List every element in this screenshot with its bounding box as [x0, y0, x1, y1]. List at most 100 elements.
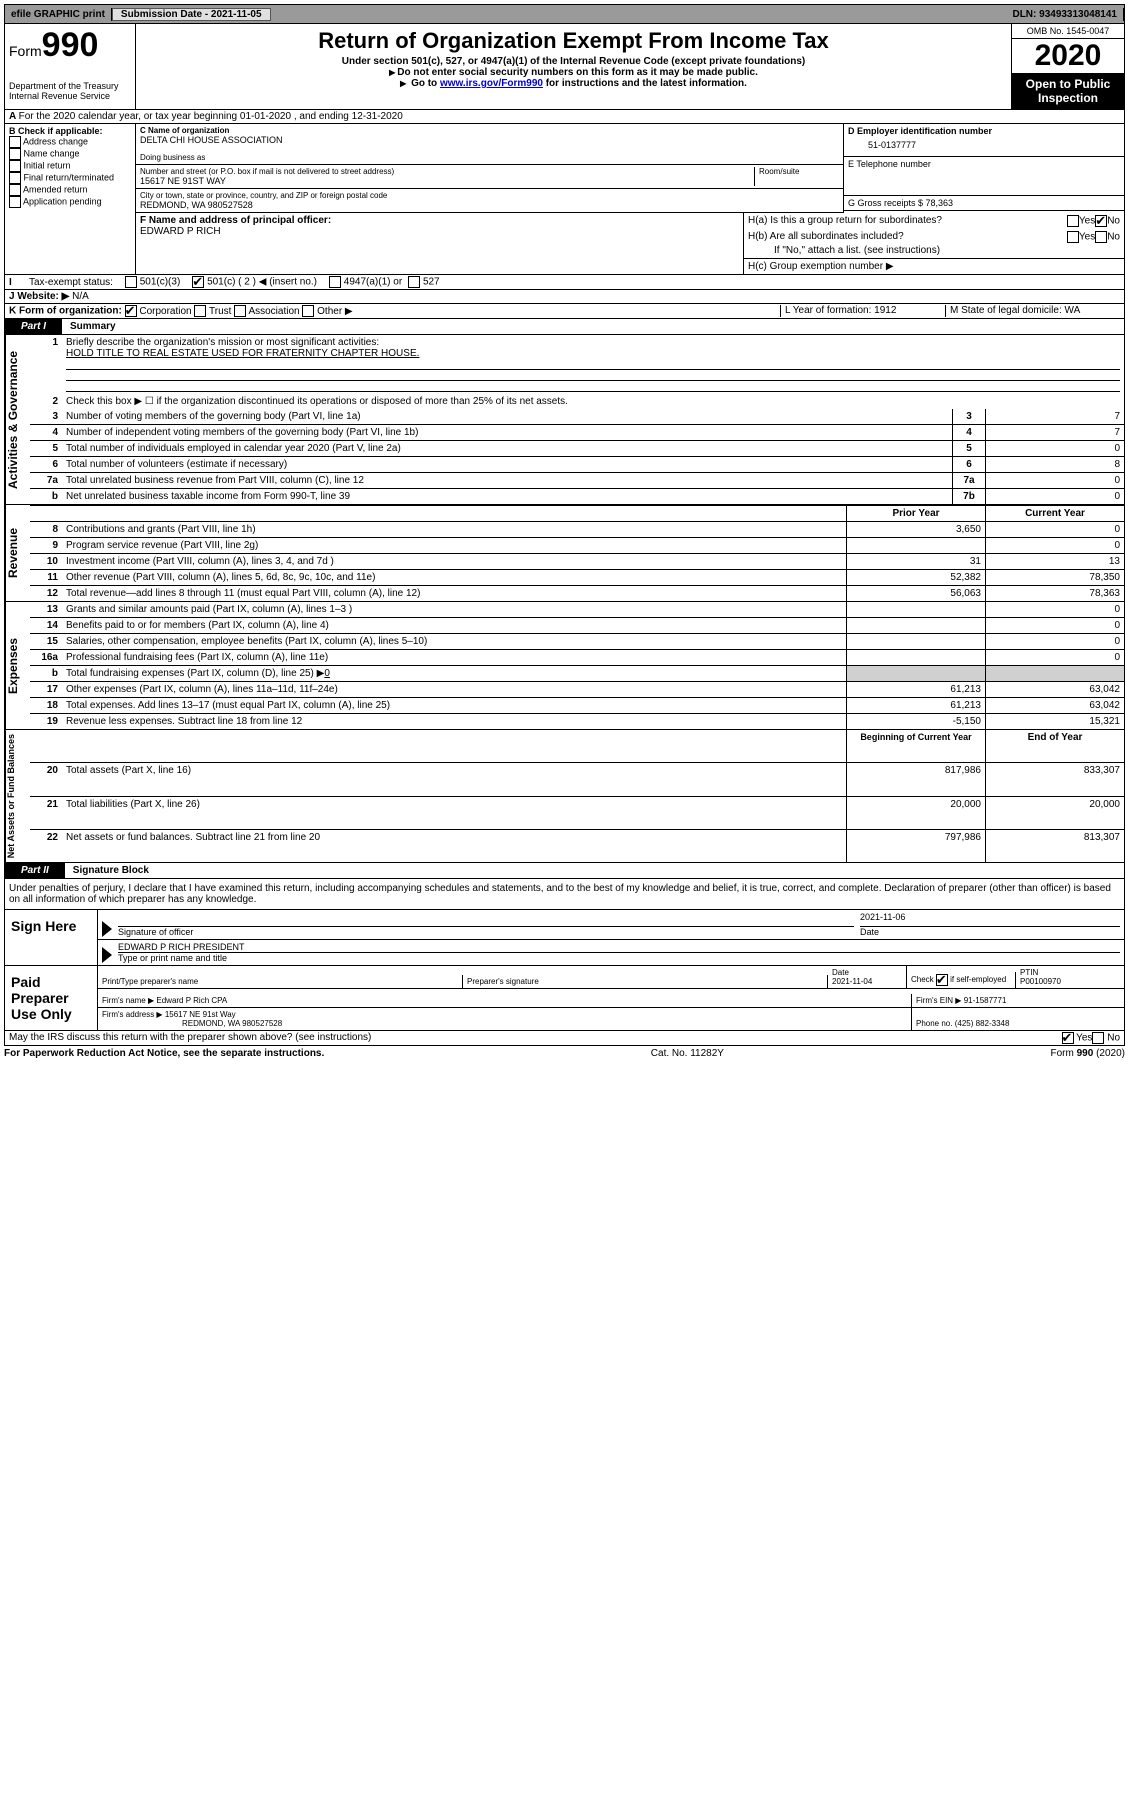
l-year: L Year of formation: 1912: [780, 305, 945, 317]
c12: 78,363: [986, 586, 1125, 602]
g-receipts: G Gross receipts $ 78,363: [844, 196, 1124, 211]
l3-text: Number of voting members of the governin…: [62, 409, 953, 425]
sign-here-label: Sign Here: [5, 910, 98, 965]
fundraising-total: 0: [324, 668, 330, 679]
l19: Revenue less expenses. Subtract line 18 …: [62, 714, 847, 730]
chk-final[interactable]: Final return/terminated: [9, 172, 131, 184]
ptin-val: P00100970: [1020, 977, 1120, 986]
pt-date: 2021-11-04: [832, 977, 902, 986]
row-a: A For the 2020 calendar year, or tax yea…: [4, 110, 1125, 124]
goto-post: for instructions and the latest informat…: [543, 78, 747, 89]
end-year-head: End of Year: [986, 730, 1125, 763]
chk-other[interactable]: Other ▶: [302, 306, 352, 317]
firm-addr1: 15617 NE 91st Way: [165, 1010, 236, 1019]
v7b: 0: [986, 489, 1125, 505]
chk-address[interactable]: Address change: [9, 136, 131, 148]
l21: Total liabilities (Part X, line 26): [62, 796, 847, 830]
p19: -5,150: [847, 714, 986, 730]
bcd-grid: B Check if applicable: Address change Na…: [4, 124, 1125, 213]
irs-link[interactable]: www.irs.gov/Form990: [440, 78, 543, 89]
p8: 3,650: [847, 522, 986, 538]
discuss-no[interactable]: No: [1092, 1032, 1120, 1044]
ha-yes[interactable]: Yes: [1067, 215, 1095, 227]
chk-501c3[interactable]: 501(c)(3): [125, 276, 180, 288]
side-activities: Activities & Governance: [5, 335, 30, 504]
dept-treasury: Department of the Treasury Internal Reve…: [9, 81, 131, 101]
beg-year-head: Beginning of Current Year: [847, 730, 986, 763]
declaration: Under penalties of perjury, I declare th…: [4, 879, 1125, 910]
chk-initial[interactable]: Initial return: [9, 160, 131, 172]
chk-527[interactable]: 527: [408, 276, 439, 288]
row-j: J Website: ▶ N/A: [4, 290, 1125, 304]
c8: 0: [986, 522, 1125, 538]
activities-section: Activities & Governance 1 Briefly descri…: [4, 335, 1125, 505]
ptin-label: PTIN: [1020, 968, 1120, 977]
firm-addr2: REDMOND, WA 980527528: [182, 1019, 282, 1028]
form-header: Form990 Department of the Treasury Inter…: [4, 24, 1125, 110]
row-klm: K Form of organization: Corporation Trus…: [4, 304, 1125, 319]
e20: 833,307: [986, 763, 1125, 797]
l20: Total assets (Part X, line 16): [62, 763, 847, 797]
l16b: Total fundraising expenses (Part IX, col…: [62, 666, 847, 682]
l8: Contributions and grants (Part VIII, lin…: [62, 522, 847, 538]
l5-text: Total number of individuals employed in …: [62, 441, 953, 457]
v3: 7: [986, 409, 1125, 425]
discuss-yes[interactable]: Yes: [1062, 1032, 1093, 1044]
sig-arrow-icon: [102, 921, 112, 937]
m-state: M State of legal domicile: WA: [945, 305, 1120, 317]
submission-date[interactable]: Submission Date - 2021-11-05: [112, 8, 271, 21]
hb-no[interactable]: No: [1095, 231, 1120, 243]
chk-4947[interactable]: 4947(a)(1) or: [329, 276, 402, 288]
discuss-text: May the IRS discuss this return with the…: [9, 1032, 1062, 1044]
pt-sig-label: Preparer's signature: [463, 975, 828, 988]
hb-note: If "No," attach a list. (see instruction…: [744, 245, 1124, 258]
page-footer: For Paperwork Reduction Act Notice, see …: [4, 1046, 1125, 1061]
chk-pending[interactable]: Application pending: [9, 196, 131, 208]
sig-officer-label: Signature of officer: [118, 927, 854, 937]
org-name: DELTA CHI HOUSE ASSOCIATION: [140, 135, 839, 145]
row-a-text: For the 2020 calendar year, or tax year …: [19, 111, 403, 122]
l14: Benefits paid to or for members (Part IX…: [62, 618, 847, 634]
c-name-label: C Name of organization: [140, 126, 839, 135]
c-addr-cell: Number and street (or P.O. box if mail i…: [136, 165, 843, 189]
sig-date-label: Date: [860, 927, 1120, 937]
ha-no[interactable]: No: [1095, 215, 1120, 227]
paid-preparer-grid: Paid Preparer Use Only Print/Type prepar…: [4, 966, 1125, 1031]
p11: 52,382: [847, 570, 986, 586]
firm-ein: 91-1587771: [964, 996, 1007, 1005]
ein-label: D Employer identification number: [848, 126, 1120, 136]
phone-val: (425) 882-3348: [955, 1019, 1010, 1028]
city-val: REDMOND, WA 980527528: [140, 200, 839, 210]
firm-addr-label: Firm's address ▶: [102, 1010, 163, 1019]
footer-right: Form 990 (2020): [1051, 1048, 1125, 1059]
subtitle-2: Do not enter social security numbers on …: [142, 67, 1005, 78]
f-officer: F Name and address of principal officer:…: [135, 213, 743, 274]
side-expenses: Expenses: [5, 602, 30, 729]
chk-name[interactable]: Name change: [9, 148, 131, 160]
footer-mid: Cat. No. 11282Y: [651, 1048, 724, 1059]
b22: 797,986: [847, 830, 986, 863]
chk-assoc[interactable]: Association: [234, 306, 299, 317]
chk-amended[interactable]: Amended return: [9, 184, 131, 196]
chk-trust[interactable]: Trust: [194, 306, 231, 317]
discuss-row: May the IRS discuss this return with the…: [4, 1031, 1125, 1046]
l16a: Professional fundraising fees (Part IX, …: [62, 650, 847, 666]
part1-title: Summary: [62, 319, 124, 334]
tax-year: 2020: [1012, 38, 1124, 73]
sig-date-val: 2021-11-06: [860, 912, 1120, 927]
hb-yes[interactable]: Yes: [1067, 231, 1095, 243]
form-990: 990: [42, 26, 99, 64]
part1-header: Part I Summary: [4, 319, 1125, 335]
j-label: Website: ▶: [17, 291, 69, 302]
d-ein-cell: D Employer identification number 51-0137…: [844, 124, 1124, 157]
chk-corp[interactable]: Corporation: [125, 306, 192, 317]
chk-501c[interactable]: 501(c) ( 2 ) ◀ (insert no.): [192, 276, 317, 288]
v7a: 0: [986, 473, 1125, 489]
self-employed-check[interactable]: Check if self-employed: [907, 972, 1016, 988]
p12: 56,063: [847, 586, 986, 602]
c-city-cell: City or town, state or province, country…: [136, 189, 843, 213]
open-to-public: Open to Public Inspection: [1012, 73, 1124, 109]
netassets-section: Net Assets or Fund Balances Beginning of…: [4, 730, 1125, 863]
goto-pre: Go to: [411, 78, 440, 89]
paid-preparer-label: Paid Preparer Use Only: [5, 966, 98, 1030]
